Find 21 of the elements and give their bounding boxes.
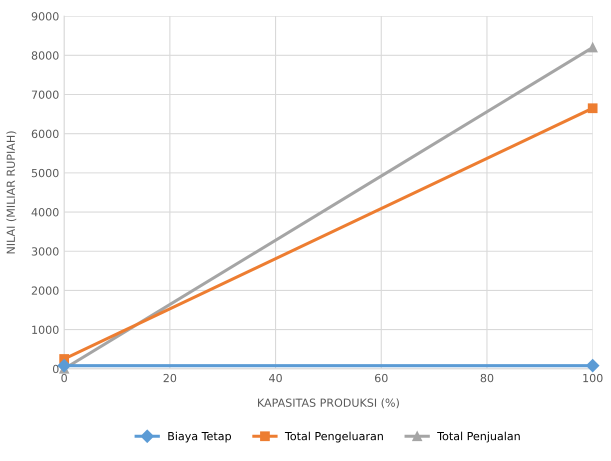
x-tick-label: 100 bbox=[583, 374, 603, 382]
x-tick-label: 60 bbox=[374, 374, 388, 382]
y-tick-label: 9000 bbox=[32, 12, 59, 21]
y-tick-label: 0 bbox=[52, 364, 59, 374]
y-tick-label: 7000 bbox=[32, 90, 59, 99]
legend-label: Total Pengeluaran bbox=[284, 432, 383, 442]
y-axis-title: NILAI (MILIAR RUPIAH) bbox=[6, 131, 16, 254]
y-tick-label: 2000 bbox=[32, 286, 59, 295]
y-tick-label: 3000 bbox=[32, 247, 59, 256]
y-tick-label: 1000 bbox=[32, 326, 59, 334]
y-tick-label: 6000 bbox=[32, 130, 59, 138]
x-tick-label: 80 bbox=[480, 374, 494, 382]
y-tick-label: 5000 bbox=[32, 168, 59, 178]
x-tick-label: 40 bbox=[269, 374, 282, 382]
legend-label: Biaya Tetap bbox=[168, 432, 232, 442]
legend-label: Total Penjualan bbox=[437, 432, 520, 442]
y-tick-label: 8000 bbox=[32, 51, 59, 60]
x-tick-label: 20 bbox=[164, 374, 176, 382]
y-tick-label: 4000 bbox=[32, 208, 59, 216]
x-axis-title: KAPASITAS PRODUKSI (%) bbox=[258, 398, 399, 408]
x-tick-label: 0 bbox=[61, 374, 67, 382]
